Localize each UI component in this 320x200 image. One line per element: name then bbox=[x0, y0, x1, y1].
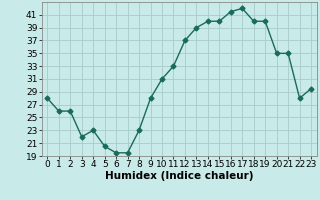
X-axis label: Humidex (Indice chaleur): Humidex (Indice chaleur) bbox=[105, 171, 253, 181]
